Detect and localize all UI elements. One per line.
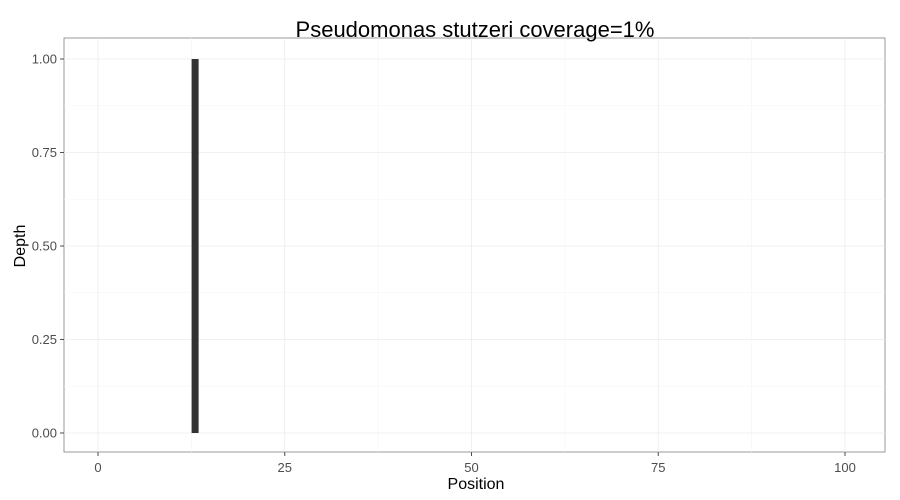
grid-lines	[64, 38, 885, 452]
x-tick-label: 50	[464, 460, 478, 475]
y-tick-label: 0.00	[32, 426, 57, 441]
y-tick-label: 0.50	[32, 239, 57, 254]
y-tick-label: 1.00	[32, 52, 57, 67]
x-tick-label: 0	[94, 460, 101, 475]
plot-panel	[63, 37, 886, 453]
x-tick-label: 75	[651, 460, 665, 475]
y-tick-label: 0.75	[32, 145, 57, 160]
x-tick-label: 25	[278, 460, 292, 475]
x-axis-title: Position	[448, 476, 505, 493]
depth-bar	[191, 59, 199, 433]
y-tick-label: 0.25	[32, 332, 57, 347]
bars	[191, 59, 199, 433]
y-axis: 0.00 0.25 0.50 0.75 1.00	[32, 52, 64, 441]
chart-title: Pseudomonas stutzeri coverage=1%	[296, 17, 655, 42]
y-axis-title: Depth	[12, 225, 29, 268]
x-axis: 0 25 50 75 100	[94, 452, 856, 475]
x-tick-label: 100	[834, 460, 856, 475]
